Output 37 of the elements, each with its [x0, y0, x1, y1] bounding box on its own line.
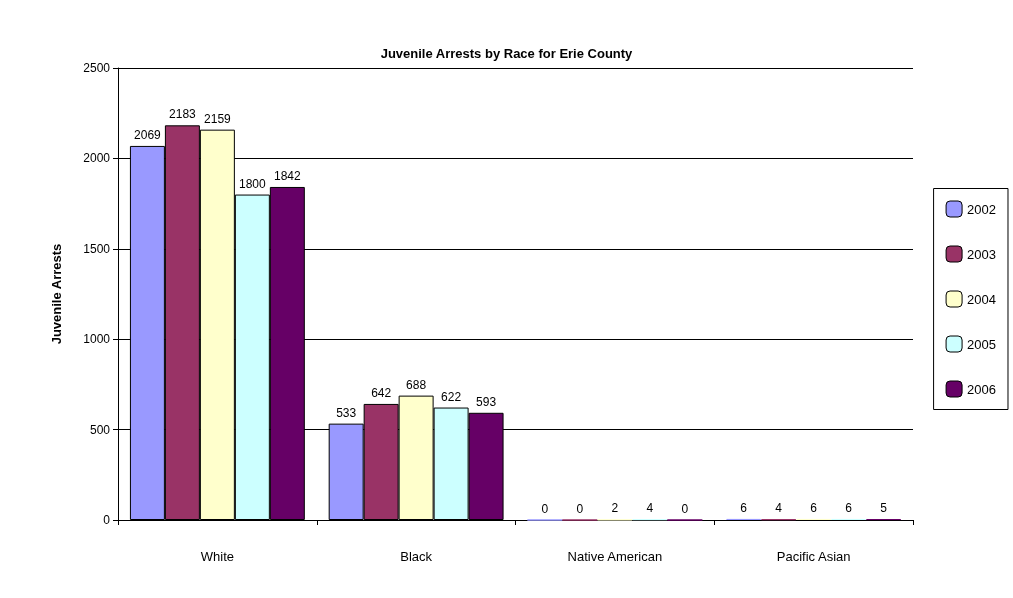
- y-tick-label: 2000: [83, 151, 111, 166]
- data-label: 642: [371, 385, 392, 400]
- data-label: 1842: [273, 168, 301, 183]
- legend-label: 2003: [967, 246, 996, 262]
- data-label: 2069: [134, 127, 162, 142]
- y-axis-title: Juvenile Arrests: [49, 243, 64, 345]
- legend-label: 2002: [967, 201, 996, 217]
- data-label: 622: [441, 389, 462, 404]
- data-label: 4: [775, 501, 783, 516]
- data-label: 2159: [204, 111, 232, 126]
- data-label: 2: [611, 501, 619, 516]
- legend-label: 2006: [967, 381, 996, 397]
- data-label: 0: [541, 501, 549, 516]
- data-label: 5: [880, 501, 888, 516]
- data-label: 593: [476, 394, 497, 409]
- x-tick-label: White: [200, 549, 234, 564]
- data-label: 4: [646, 501, 654, 516]
- legend-label: 2004: [967, 291, 996, 307]
- y-tick-label: 1500: [83, 241, 111, 256]
- data-label: 6: [845, 500, 853, 515]
- x-tick-label: Black: [400, 549, 433, 564]
- x-tick-label: Native American: [567, 549, 663, 564]
- y-tick-label: 0: [103, 513, 111, 527]
- data-label: 0: [681, 501, 689, 516]
- legend-label: 2005: [967, 336, 996, 352]
- data-label: 533: [336, 405, 357, 420]
- data-label: 1800: [239, 176, 267, 191]
- chart-title: Juvenile Arrests by Race for Erie County: [380, 46, 634, 61]
- x-tick-label: Pacific Asian: [776, 549, 851, 564]
- data-label: 2183: [169, 107, 197, 122]
- y-tick-label: 2500: [83, 61, 111, 75]
- data-label: 688: [406, 377, 427, 392]
- data-label: 6: [740, 500, 748, 515]
- data-label: 6: [810, 500, 818, 515]
- data-label: 0: [576, 501, 584, 516]
- y-tick-label: 1000: [83, 332, 111, 347]
- y-tick-label: 500: [89, 422, 111, 437]
